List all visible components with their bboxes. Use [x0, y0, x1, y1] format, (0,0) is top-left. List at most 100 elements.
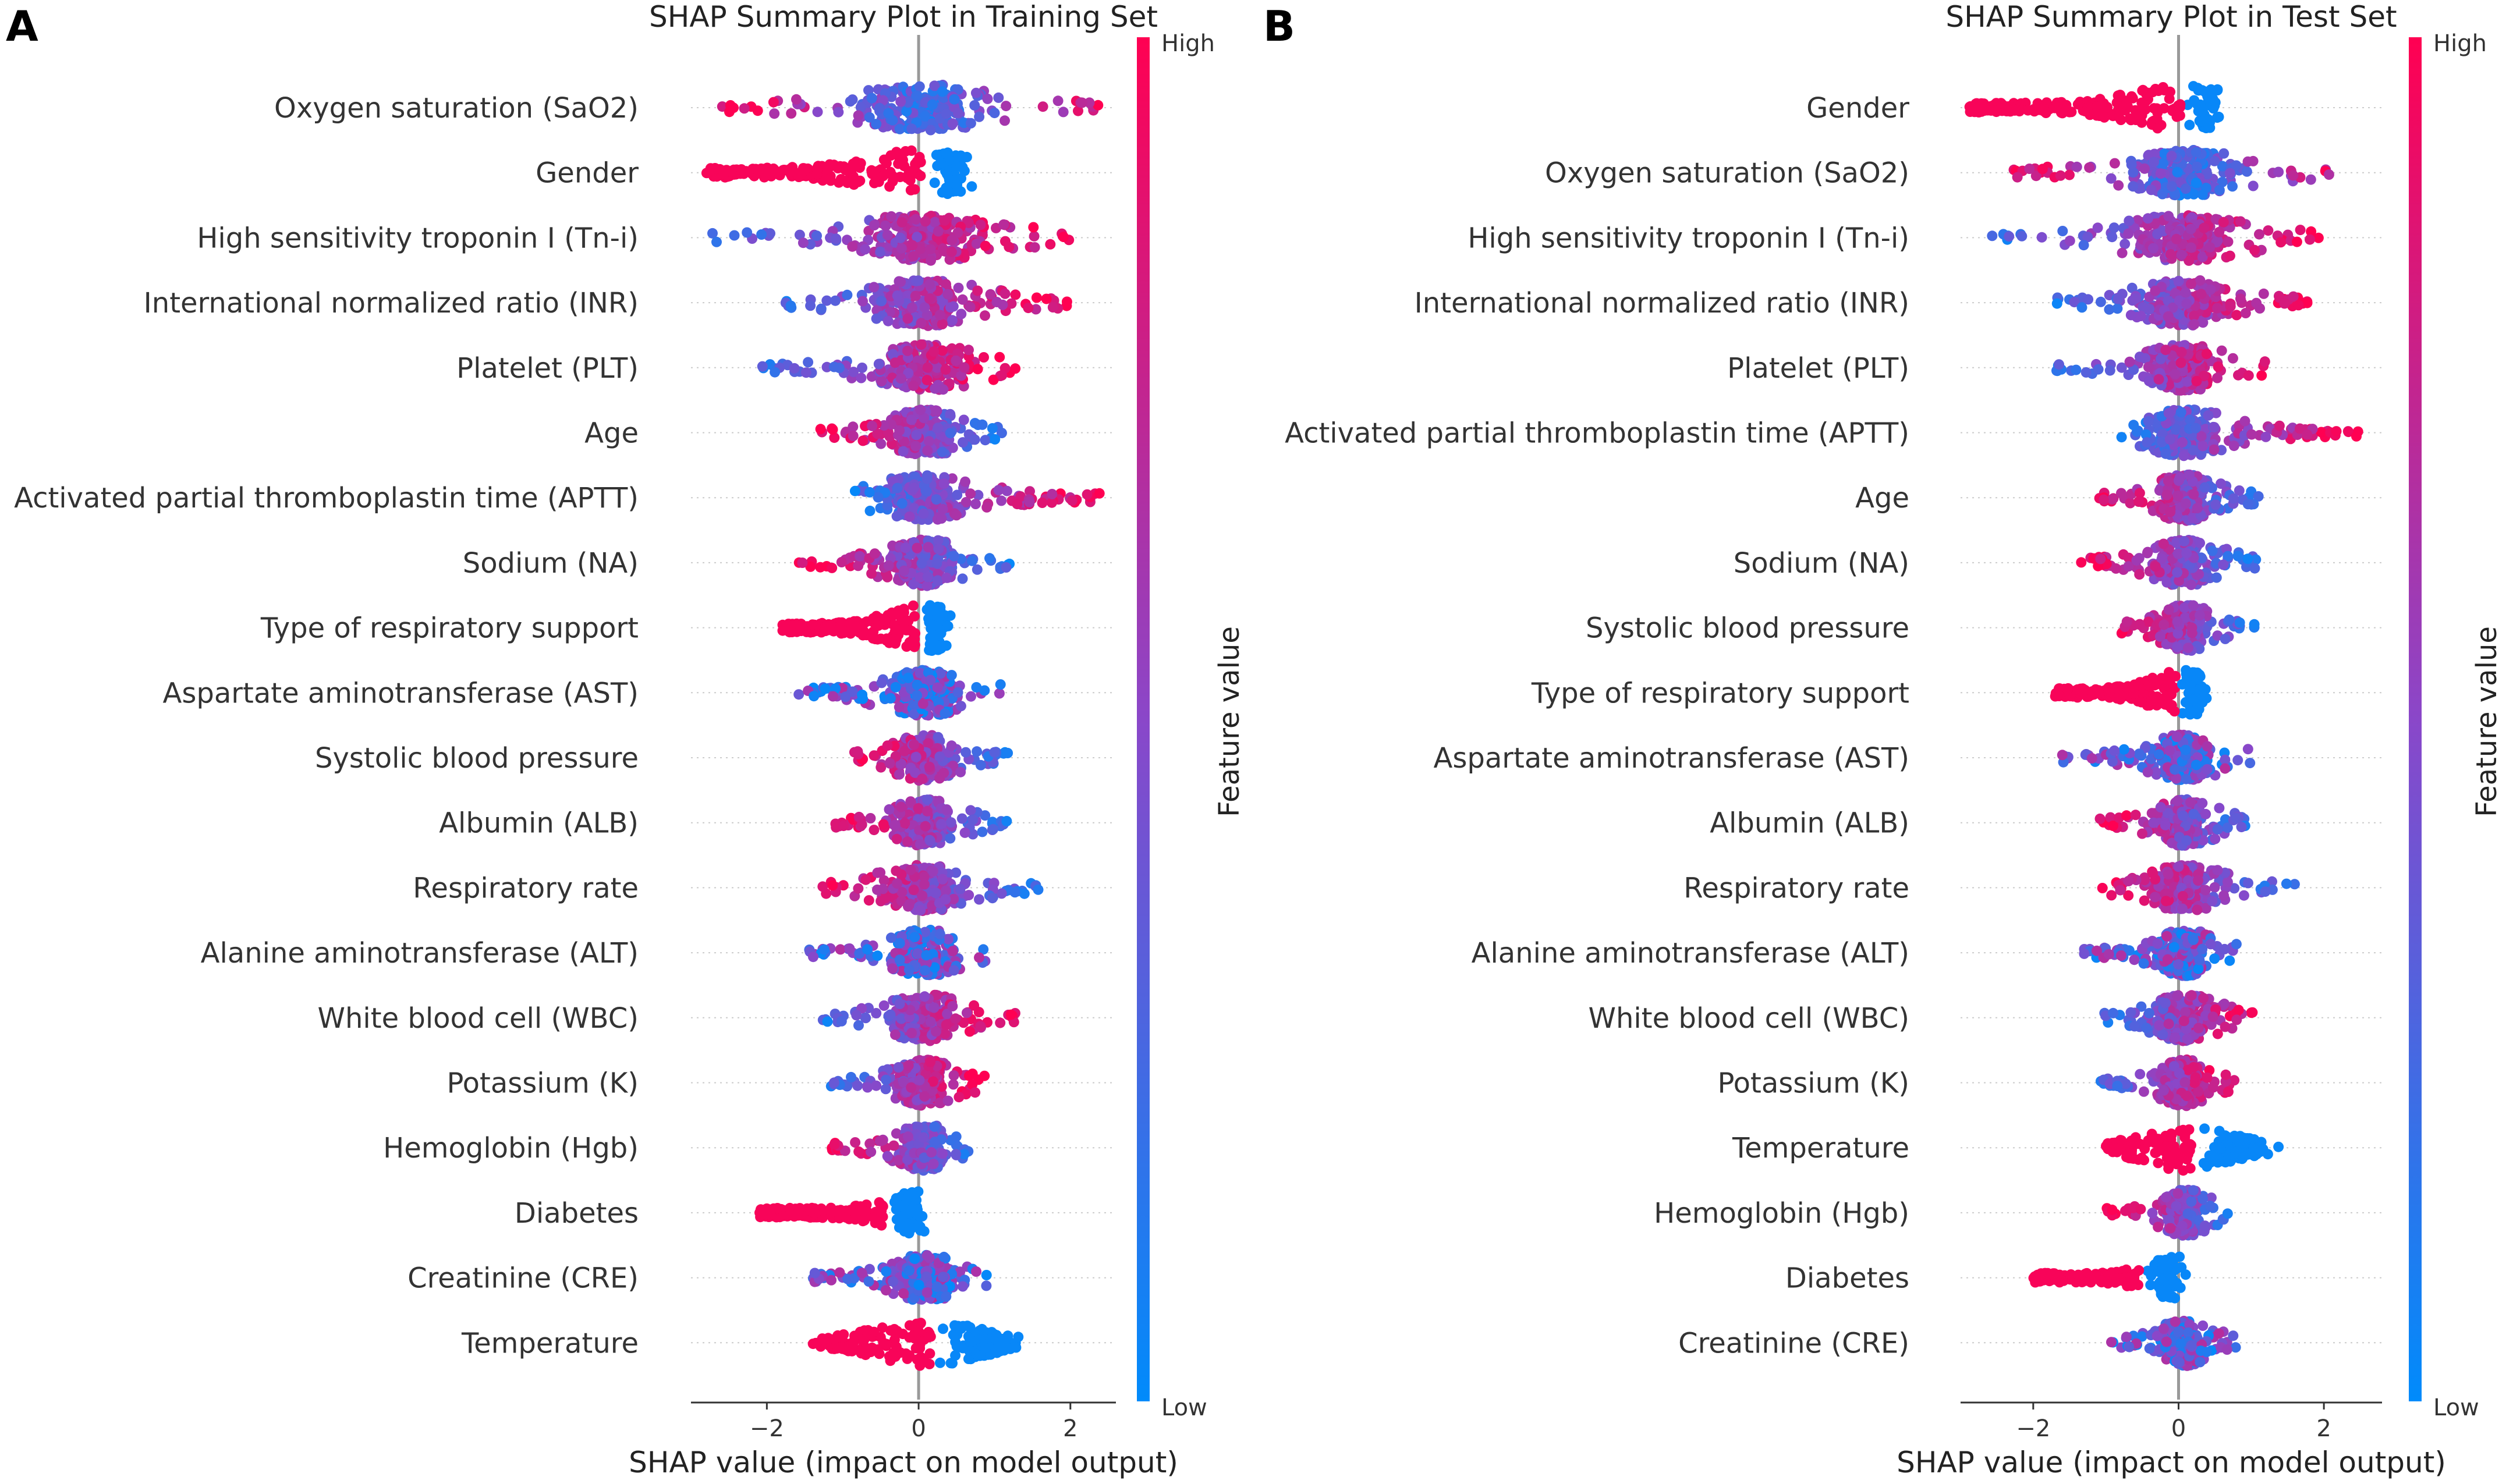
shap-dot: [844, 943, 855, 954]
shap-dot: [901, 641, 912, 652]
shap-dot: [883, 560, 894, 571]
shap-dot: [811, 164, 823, 175]
shap-dot: [752, 105, 763, 116]
shap-dot: [936, 513, 947, 524]
shap-dot: [958, 414, 969, 425]
shap-dot: [1076, 97, 1087, 108]
shap-dot: [947, 1001, 958, 1011]
shap-dot: [811, 230, 822, 242]
shap-dot: [941, 182, 952, 193]
shap-dot: [896, 498, 908, 509]
shap-dot: [947, 118, 958, 129]
shap-dot: [1033, 884, 1044, 895]
shap-dot: [793, 689, 804, 700]
shap-dot: [948, 1070, 959, 1081]
shap-dot: [869, 220, 880, 230]
shap-dot: [1023, 303, 1034, 314]
shap-dot: [965, 118, 976, 129]
feature-label: Activated partial thromboplastin time (A…: [14, 482, 639, 514]
shap-dot: [855, 102, 866, 113]
shap-dot: [972, 746, 983, 757]
shap-dot: [902, 1131, 913, 1142]
panel-b: B SHAP Summary Plot in Test Set GenderOx…: [1263, 0, 2503, 1479]
shap-dot: [853, 883, 864, 894]
shap-dot: [895, 172, 906, 183]
shap-dot: [842, 177, 853, 188]
shap-dot: [860, 244, 871, 255]
shap-dot: [897, 1329, 908, 1340]
shap-dot: [852, 746, 863, 757]
feature-label: Age: [584, 417, 639, 450]
shap-dot: [866, 1146, 877, 1158]
shap-dot: [827, 562, 838, 573]
feature-dots-row: [793, 665, 1006, 721]
shap-dot: [2193, 85, 2204, 96]
shap-dot: [840, 691, 851, 702]
shap-dot: [888, 349, 899, 360]
shap-dot: [2197, 116, 2208, 127]
shap-dot: [921, 580, 933, 591]
shap-dot: [974, 894, 984, 905]
shap-dot: [903, 368, 914, 379]
shap-dot: [927, 642, 938, 653]
shap-dot: [924, 279, 935, 290]
shap-dot: [921, 473, 933, 484]
shap-dot: [894, 999, 905, 1009]
shap-dot: [922, 794, 933, 805]
shap-dot: [916, 339, 927, 350]
feature-dots-row: [793, 534, 1015, 591]
feature-dots-row: [815, 404, 1007, 459]
shap-dot: [972, 564, 983, 575]
shap-dot: [877, 883, 888, 894]
shap-dot: [906, 1028, 917, 1039]
shap-dot: [841, 1341, 852, 1352]
shap-dot: [848, 431, 859, 441]
feature-label: Oxygen saturation (SaO2): [274, 92, 639, 125]
shap-dot: [809, 1268, 820, 1279]
shap-dot: [923, 738, 934, 749]
shap-dot: [904, 1320, 915, 1331]
shap-dot: [949, 1320, 960, 1331]
shap-dot: [750, 164, 761, 175]
feature-dots-row: [807, 1318, 1024, 1371]
shap-dot: [882, 315, 894, 326]
shap-dot: [946, 740, 957, 751]
shap-dot: [1006, 298, 1017, 309]
shap-dot: [852, 1080, 863, 1091]
shap-dot: [869, 548, 880, 559]
shap-dot: [892, 290, 903, 301]
panel-letter-b: B: [1263, 2, 1295, 51]
shap-dot: [867, 167, 878, 178]
shap-dot: [972, 285, 983, 296]
shap-dot: [881, 1074, 892, 1085]
shap-dot: [884, 804, 895, 815]
panel-a-title: SHAP Summary Plot in Training Set: [649, 0, 1158, 34]
feature-label: Hemoglobin (Hgb): [383, 1132, 639, 1165]
shap-dot: [869, 825, 880, 836]
shap-dot: [861, 616, 872, 627]
shap-dot: [913, 1280, 924, 1290]
shap-dot: [812, 106, 823, 118]
shap-dot: [909, 184, 920, 195]
shap-dot: [2212, 84, 2223, 95]
shap-dot: [932, 630, 943, 641]
shap-dot: [809, 691, 820, 702]
shap-dot: [880, 615, 891, 626]
shap-dot: [863, 1325, 874, 1336]
shap-dot: [2056, 107, 2067, 118]
shap-dot: [974, 111, 985, 122]
shap-dot: [830, 295, 841, 306]
shap-dot: [963, 890, 974, 901]
shap-dot: [953, 282, 964, 293]
shap-dot: [913, 803, 924, 814]
shap-dot: [928, 346, 940, 357]
shap-dot: [827, 691, 838, 702]
shap-dot: [1047, 489, 1058, 499]
shap-dot: [927, 99, 938, 110]
shap-dot: [793, 172, 804, 182]
shap-dot: [937, 319, 948, 329]
shap-dot: [870, 634, 881, 645]
shap-dot: [803, 357, 814, 368]
shap-dot: [851, 1010, 862, 1021]
shap-dot: [1004, 242, 1015, 253]
